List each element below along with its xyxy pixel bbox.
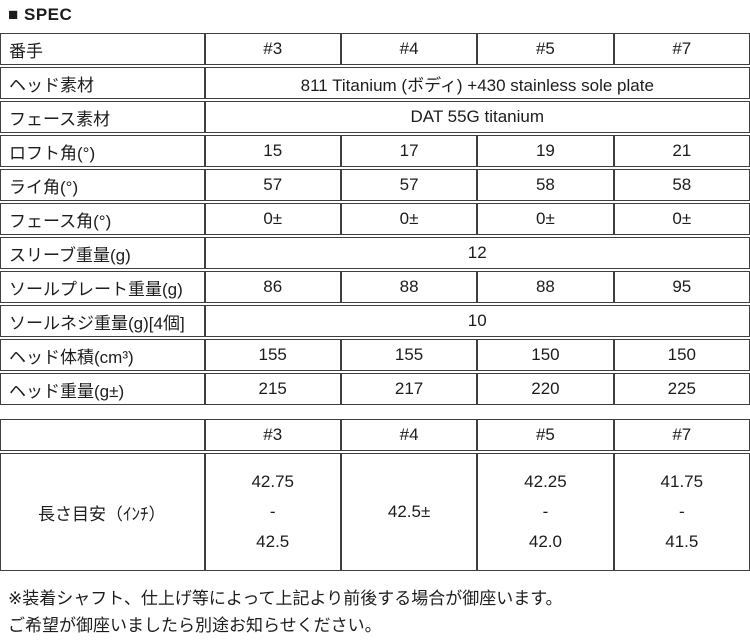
table-row: ソールプレート重量(g) 86 88 88 95 (0, 271, 750, 303)
spec-row-label: ソールネジ重量(g)[4個] (0, 305, 205, 337)
spec-cell: 220 (477, 373, 614, 405)
spec-cell: 88 (477, 271, 614, 303)
length-cell: 42.5± (340, 453, 478, 571)
footer-note-line1: ※装着シャフト、仕上げ等によって上記より前後する場合が御座います。 (8, 589, 563, 608)
footer-note-line2: ご希望が御座いましたら別途お知らせください。 (8, 616, 382, 636)
spec-cell: 57 (340, 169, 478, 201)
spec-cell: 0± (340, 203, 478, 235)
spec-cell: 57 (204, 169, 341, 201)
spec-row-label: 番手 (0, 33, 205, 65)
spec-cell: 95 (613, 271, 750, 303)
spec-table: 番手 #3 #4 #5 #7 ヘッド素材 811 Titanium (ボディ) … (0, 31, 750, 407)
length-header-empty (0, 419, 205, 451)
spec-cell: 15 (204, 135, 341, 167)
spec-cell: 58 (477, 169, 614, 201)
footer-note: ※装着シャフト、仕上げ等によって上記より前後する場合が御座います。 ご希望が御座… (8, 585, 750, 639)
spec-cell: 0± (204, 203, 341, 235)
table-row: ヘッド重量(g±) 215 217 220 225 (0, 373, 750, 405)
length-header-cell: #4 (340, 419, 478, 451)
spec-row-label: ヘッド体積(cm³) (0, 339, 205, 371)
spec-cell: 150 (477, 339, 614, 371)
spec-cell: #3 (204, 33, 341, 65)
spec-cell: 0± (477, 203, 614, 235)
table-row: ロフト角(°) 15 17 19 21 (0, 135, 750, 167)
length-value-line: - (269, 502, 276, 521)
spec-row-label: スリーブ重量(g) (0, 237, 205, 269)
spec-cell-span: 10 (204, 305, 750, 337)
table-row: 番手 #3 #4 #5 #7 (0, 33, 750, 65)
spec-cell: 19 (477, 135, 614, 167)
length-cell: 41.75 - 41.5 (613, 453, 750, 571)
spec-cell: 88 (340, 271, 478, 303)
spec-cell: 225 (613, 373, 750, 405)
length-value-line: 42.75 (251, 472, 294, 491)
length-value-line: 42.5± (387, 502, 431, 521)
spec-row-label: ヘッド重量(g±) (0, 373, 205, 405)
length-value-line: 41.5 (665, 532, 699, 551)
length-value-line: 42.0 (528, 532, 562, 551)
length-row-label: 長さ目安（ｲﾝﾁ） (0, 453, 205, 571)
length-header-cell: #7 (613, 419, 750, 451)
table-row: 長さ目安（ｲﾝﾁ） 42.75 - 42.5 42.5± (0, 453, 750, 571)
spec-cell: #5 (477, 33, 614, 65)
length-value-line: 42.5 (256, 532, 290, 551)
spec-row-label: フェース角(°) (0, 203, 205, 235)
spec-row-label: ロフト角(°) (0, 135, 205, 167)
spec-cell: 155 (340, 339, 478, 371)
spec-cell-span: 12 (204, 237, 750, 269)
spec-cell: 21 (613, 135, 750, 167)
spec-cell: #7 (613, 33, 750, 65)
table-row: フェース角(°) 0± 0± 0± 0± (0, 203, 750, 235)
spec-cell-span: 811 Titanium (ボディ) +430 stainless sole p… (204, 67, 750, 99)
spec-page: ■ SPEC 番手 #3 #4 #5 #7 ヘッド素材 811 Titanium… (0, 5, 750, 639)
spec-cell: 215 (204, 373, 341, 405)
length-cell: 42.75 - 42.5 (204, 453, 341, 571)
spec-cell: 217 (340, 373, 478, 405)
table-row: ライ角(°) 57 57 58 58 (0, 169, 750, 201)
spec-row-label: ヘッド素材 (0, 67, 205, 99)
page-title: ■ SPEC (8, 5, 73, 24)
spec-cell: 0± (613, 203, 750, 235)
table-row: フェース素材 DAT 55G titanium (0, 101, 750, 133)
length-value-line: - (542, 502, 549, 521)
spec-cell: 155 (204, 339, 341, 371)
table-row: #3 #4 #5 #7 (0, 419, 750, 451)
spec-row-label: ソールプレート重量(g) (0, 271, 205, 303)
spec-row-label: ライ角(°) (0, 169, 205, 201)
length-header-cell: #3 (204, 419, 341, 451)
spec-cell: 86 (204, 271, 341, 303)
length-value-line: 42.25 (524, 472, 567, 491)
spec-cell-span: DAT 55G titanium (204, 101, 750, 133)
table-row: ヘッド体積(cm³) 155 155 150 150 (0, 339, 750, 371)
spec-row-label: フェース素材 (0, 101, 205, 133)
table-row: ヘッド素材 811 Titanium (ボディ) +430 stainless … (0, 67, 750, 99)
length-value-line: 41.75 (660, 472, 704, 491)
spec-cell: 150 (613, 339, 750, 371)
spec-cell: 17 (340, 135, 478, 167)
length-value-line: - (678, 502, 685, 521)
spec-cell: #4 (340, 33, 478, 65)
spec-cell: 58 (613, 169, 750, 201)
length-cell: 42.25 - 42.0 (477, 453, 614, 571)
length-header-cell: #5 (477, 419, 614, 451)
table-row: ソールネジ重量(g)[4個] 10 (0, 305, 750, 337)
length-table: #3 #4 #5 #7 長さ目安（ｲﾝﾁ） 42.75 - 42.5 42.5± (0, 417, 750, 573)
table-row: スリーブ重量(g) 12 (0, 237, 750, 269)
